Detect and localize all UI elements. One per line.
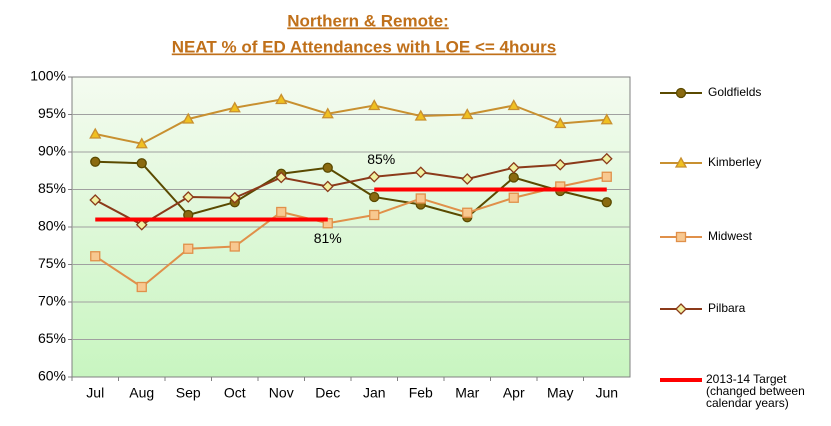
legend-label-box: 2013-14 Target (changed between calendar… bbox=[706, 373, 805, 410]
x-tick-label: Sep bbox=[176, 385, 201, 401]
point bbox=[461, 108, 474, 120]
series-line bbox=[94, 175, 607, 289]
series-line bbox=[94, 157, 607, 226]
legend-marker bbox=[674, 156, 688, 168]
point bbox=[276, 206, 287, 218]
point bbox=[601, 171, 612, 182]
point bbox=[90, 251, 101, 262]
point bbox=[136, 158, 147, 169]
x-tick-label: Dec bbox=[315, 385, 340, 401]
chart-title: NEAT % of ED Attendances with LOE <= 4ho… bbox=[172, 37, 556, 56]
point bbox=[135, 218, 148, 231]
data-label: 81% bbox=[314, 230, 342, 246]
x-tick-label: Jul bbox=[86, 385, 104, 401]
series-line bbox=[95, 98, 607, 145]
point bbox=[275, 171, 288, 184]
x-tick-label: Mar bbox=[455, 385, 479, 401]
point bbox=[414, 109, 427, 121]
point bbox=[228, 191, 241, 204]
legend-label: Midwest bbox=[708, 229, 753, 243]
point bbox=[508, 172, 519, 183]
y-tick-label: 85% bbox=[38, 180, 66, 196]
point bbox=[321, 180, 334, 193]
legend-label: Pilbara bbox=[708, 301, 746, 315]
data-label: 85% bbox=[367, 151, 395, 167]
legend-marker bbox=[675, 303, 687, 315]
point bbox=[275, 93, 288, 105]
point bbox=[414, 166, 427, 179]
point bbox=[368, 170, 381, 183]
x-tick-label: Oct bbox=[224, 385, 246, 401]
y-tick-label: 95% bbox=[38, 105, 66, 121]
chart-title: Northern & Remote: bbox=[287, 11, 449, 30]
legend-marker bbox=[675, 231, 687, 243]
point bbox=[135, 137, 148, 149]
point bbox=[462, 207, 473, 218]
legend-label: Kimberley bbox=[708, 155, 761, 169]
point bbox=[182, 112, 195, 124]
point bbox=[89, 194, 102, 206]
y-tick-label: 75% bbox=[38, 255, 66, 271]
point bbox=[415, 193, 426, 204]
point bbox=[136, 281, 147, 293]
point bbox=[554, 117, 567, 129]
point bbox=[508, 192, 519, 203]
point bbox=[229, 241, 240, 252]
point bbox=[601, 197, 612, 208]
x-tick-label: Jan bbox=[363, 385, 386, 401]
point bbox=[182, 191, 195, 203]
x-tick-label: Feb bbox=[409, 385, 433, 401]
y-tick-label: 90% bbox=[38, 143, 66, 159]
y-tick-label: 80% bbox=[38, 218, 66, 234]
legend-label: Goldfields bbox=[708, 85, 761, 99]
legend-marker bbox=[675, 87, 687, 99]
point bbox=[183, 243, 194, 254]
y-tick-label: 60% bbox=[38, 368, 66, 384]
x-tick-label: Apr bbox=[503, 385, 525, 401]
point bbox=[600, 113, 613, 125]
point bbox=[554, 158, 567, 171]
point bbox=[600, 152, 613, 165]
point bbox=[507, 161, 520, 174]
x-tick-label: May bbox=[547, 385, 573, 401]
point bbox=[321, 107, 334, 119]
point bbox=[369, 191, 380, 203]
y-tick-label: 65% bbox=[38, 330, 66, 346]
x-tick-label: Nov bbox=[269, 385, 294, 401]
point bbox=[507, 99, 520, 111]
point bbox=[90, 156, 101, 167]
x-tick-label: Aug bbox=[129, 385, 154, 401]
point bbox=[322, 162, 333, 173]
x-tick-label: Jun bbox=[595, 385, 618, 401]
point bbox=[368, 99, 381, 111]
point bbox=[89, 127, 102, 139]
point bbox=[369, 209, 380, 221]
point bbox=[228, 101, 241, 113]
point bbox=[461, 173, 474, 185]
y-tick-label: 100% bbox=[30, 68, 66, 84]
legend-label: 2013-14 Target (changed between calendar… bbox=[706, 373, 805, 410]
y-tick-label: 70% bbox=[38, 293, 66, 309]
